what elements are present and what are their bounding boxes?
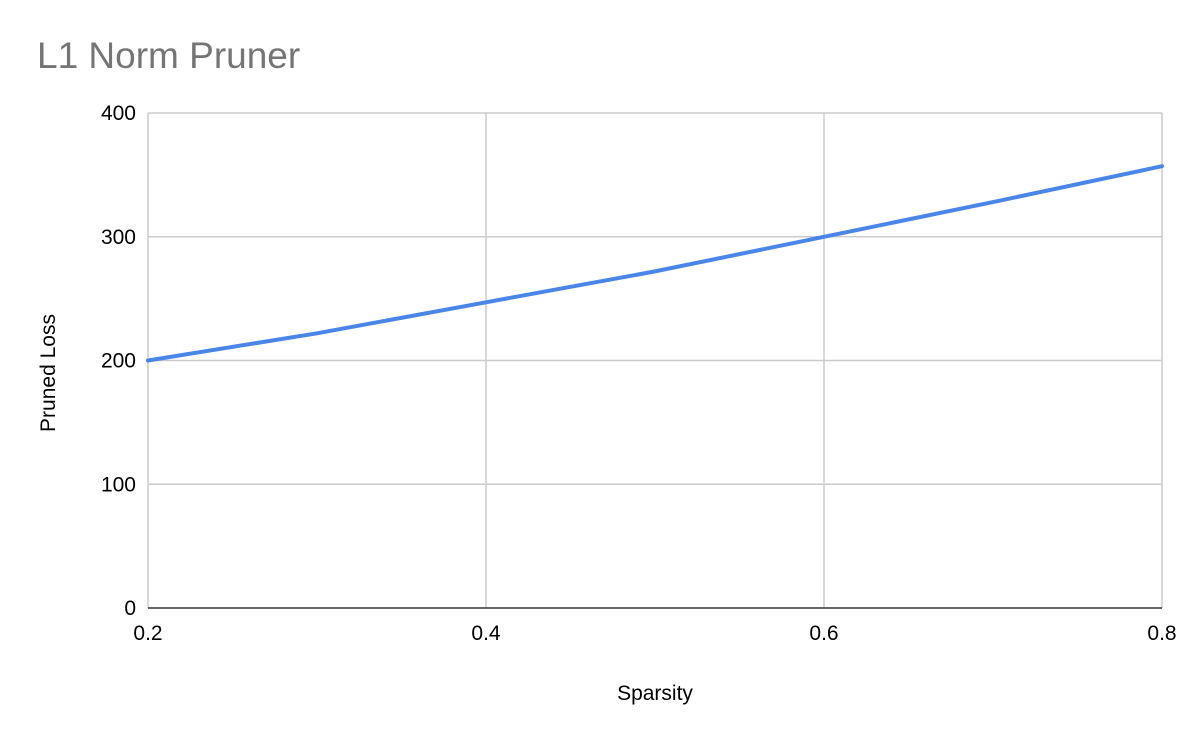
y-tick-labels: 0 100 200 300 400	[101, 102, 136, 620]
y-tick-label: 400	[101, 102, 136, 125]
x-tick-label: 0.6	[809, 622, 838, 645]
y-tick-label: 300	[101, 226, 136, 249]
series-layer	[146, 164, 1164, 363]
x-tick-labels: 0.2 0.4 0.6 0.8	[133, 622, 1176, 645]
y-tick-label: 100	[101, 473, 136, 496]
chart-title: L1 Norm Pruner	[37, 35, 300, 76]
x-tick-label: 0.8	[1147, 622, 1176, 645]
series-line	[146, 164, 1164, 363]
grid	[147, 112, 1163, 609]
x-tick-label: 0.2	[133, 622, 162, 645]
y-tick-label: 0	[124, 597, 136, 620]
y-tick-label: 200	[101, 350, 136, 373]
x-tick-label: 0.4	[471, 622, 501, 645]
x-axis-title: Sparsity	[617, 682, 693, 705]
y-axis-title: Pruned Loss	[37, 314, 60, 432]
